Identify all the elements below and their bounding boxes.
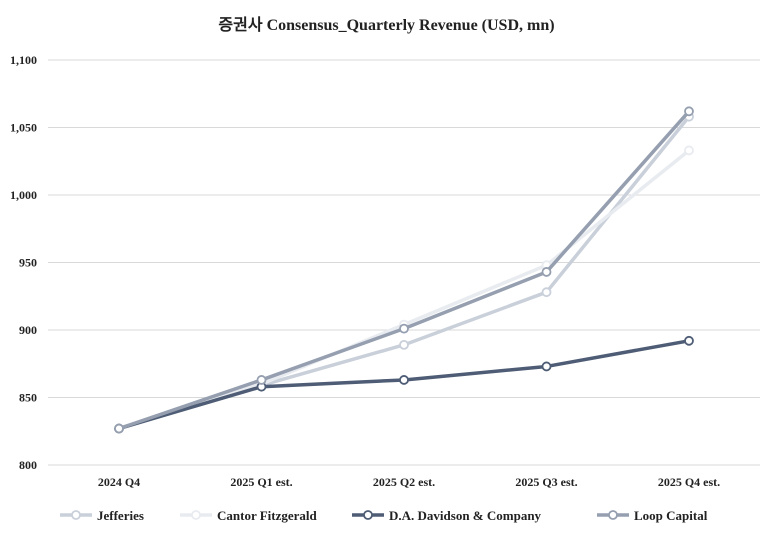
legend-item: D.A. Davidson & Company — [352, 508, 542, 523]
x-tick-label: 2025 Q1 est. — [230, 475, 292, 489]
y-tick-label: 950 — [19, 256, 37, 270]
data-point — [684, 106, 694, 117]
legend-item: Jefferies — [60, 508, 144, 523]
x-axis-tick-labels: 2024 Q4 2025 Q1 est. 2025 Q2 est. 2025 Q3 e… — [98, 475, 720, 489]
chart-title: 증권사 Consensus_Quarterly Revenue (USD, mn… — [218, 17, 555, 34]
legend-label: D.A. Davidson & Company — [389, 508, 542, 523]
data-point — [114, 423, 124, 434]
series-d-a-davidson-company — [114, 335, 694, 434]
legend-swatch-marker — [608, 510, 618, 520]
x-tick-label: 2024 Q4 — [98, 475, 140, 489]
legend-item: Loop Capital — [597, 508, 708, 523]
legend-swatch-marker — [191, 510, 201, 520]
data-point — [541, 287, 552, 298]
legend-label: Cantor Fitzgerald — [217, 508, 318, 523]
y-tick-label: 1,100 — [10, 53, 37, 67]
data-point — [684, 145, 694, 156]
legend-label: Loop Capital — [634, 508, 708, 523]
x-tick-label: 2025 Q2 est. — [373, 475, 435, 489]
y-tick-label: 1,050 — [10, 121, 37, 135]
y-tick-label: 800 — [19, 458, 37, 472]
legend: Jefferies Cantor Fitzgerald D.A. Davidson … — [60, 508, 708, 523]
data-point — [684, 335, 694, 346]
data-point — [399, 323, 409, 334]
x-tick-label: 2025 Q3 est. — [515, 475, 577, 489]
y-tick-label: 850 — [19, 391, 37, 405]
series-loop-capital — [114, 106, 694, 434]
series-lines — [114, 106, 694, 434]
y-tick-label: 1,000 — [10, 188, 37, 202]
x-tick-label: 2025 Q4 est. — [658, 475, 720, 489]
legend-item: Cantor Fitzgerald — [180, 508, 318, 523]
legend-swatch-marker — [71, 510, 81, 520]
data-point — [541, 361, 552, 372]
series-line — [117, 148, 691, 431]
y-axis-tick-labels: 800 850 900 950 1,000 1,050 1,100 — [10, 53, 37, 472]
data-point — [541, 267, 552, 277]
data-point — [399, 375, 409, 385]
data-point — [256, 375, 267, 385]
gridlines — [48, 59, 760, 466]
data-point — [399, 339, 409, 350]
legend-swatch-marker — [363, 510, 373, 520]
series-cantor-fitzgerald — [114, 145, 694, 434]
legend-label: Jefferies — [97, 508, 144, 523]
y-tick-label: 900 — [19, 323, 37, 337]
